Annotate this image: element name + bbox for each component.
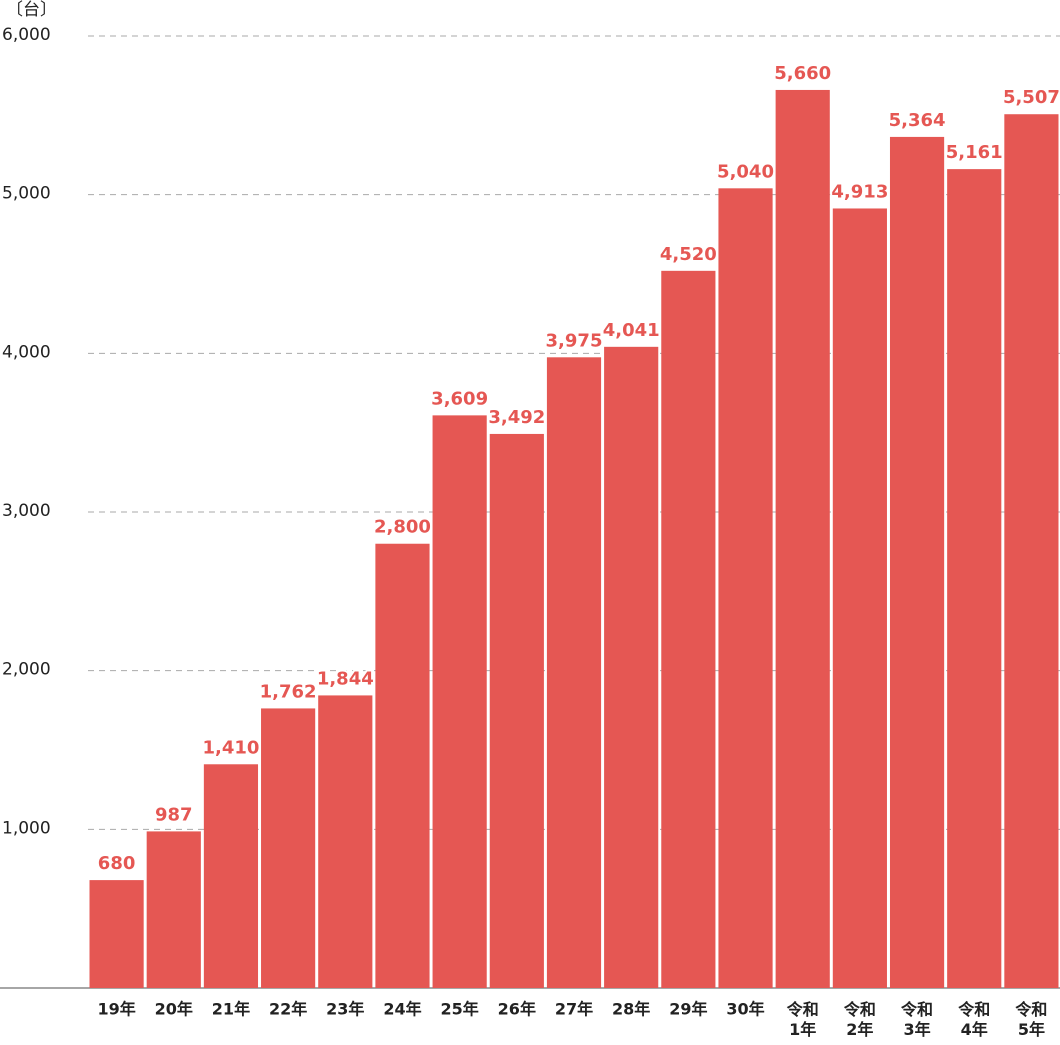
bar [546,357,602,988]
bar [89,880,144,988]
value-label: 5,161 [946,142,1003,163]
x-tick-label: 19年 [97,1000,135,1019]
bar [604,346,659,988]
value-label: 1,762 [260,681,317,702]
y-axis-unit: 〔台〕 [6,0,57,20]
value-label: 3,492 [488,407,545,428]
x-tick-label: 21年 [212,1000,250,1019]
x-tick-label: 29年 [669,1000,707,1019]
value-label: 1,410 [202,737,259,758]
bar [889,136,945,989]
x-tick-label: 令和 4年 [957,1000,990,1039]
value-label: 5,507 [1003,87,1060,108]
x-tick-label: 令和 3年 [900,1000,933,1039]
bar [832,208,887,988]
bar [261,708,316,988]
y-tick-label: 2,000 [2,660,51,680]
bar [375,543,430,988]
value-label: 3,975 [546,330,603,351]
y-tick-label: 3,000 [2,501,51,521]
x-tick-label: 27年 [555,1000,593,1019]
bar [1004,114,1059,989]
x-tick-label: 令和 1年 [786,1000,819,1039]
value-label: 5,040 [717,161,774,182]
x-tick-label: 20年 [155,1000,193,1019]
value-label: 4,913 [831,181,888,202]
x-tick-label: 25年 [441,1000,479,1019]
x-tick-label: 23年 [326,1000,364,1019]
value-label: 1,844 [317,668,374,689]
value-label: 3,609 [431,388,488,409]
y-tick-label: 4,000 [2,342,51,362]
x-tick-label: 26年 [498,1000,536,1019]
x-tick-label: 24年 [383,1000,421,1019]
bar [146,831,201,988]
value-label: 5,660 [774,63,831,84]
y-tick-label: 5,000 [2,184,51,204]
value-label: 2,800 [374,517,431,538]
value-label: 680 [98,853,136,874]
y-tick-label: 6,000 [2,25,51,45]
x-tick-label: 22年 [269,1000,307,1019]
bar [775,89,830,989]
value-label: 987 [155,804,193,825]
bar [432,415,487,988]
value-label: 4,041 [603,320,660,341]
x-tick-label: 令和 2年 [843,1000,876,1039]
bar [489,433,544,988]
bar [947,169,1002,988]
x-tick-label: 28年 [612,1000,650,1019]
bar [718,188,773,988]
bar [661,270,716,988]
x-tick-label: 30年 [726,1000,764,1019]
bar [318,695,373,988]
x-tick-label: 令和 5年 [1014,1000,1047,1039]
bar [203,764,259,988]
y-tick-label: 1,000 [2,818,51,838]
value-label: 5,364 [889,110,946,131]
value-label: 4,520 [660,244,717,265]
